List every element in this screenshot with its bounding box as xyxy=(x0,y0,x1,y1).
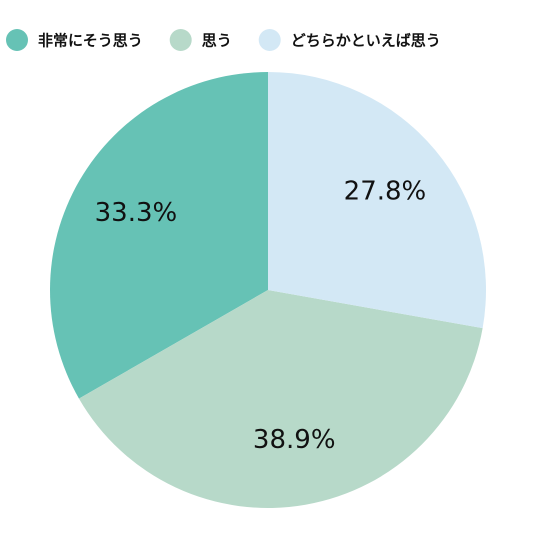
legend-marker xyxy=(6,29,28,51)
pie-slice xyxy=(78,290,483,508)
legend-label: 非常にそう思う xyxy=(38,32,143,50)
data-label: 27.8% xyxy=(344,176,427,206)
pie-slice xyxy=(268,72,486,329)
legend-label: 思う xyxy=(202,32,232,50)
legend-marker xyxy=(169,29,192,51)
legend-label: どちらかといえば思う xyxy=(291,32,441,50)
data-label: 38.9% xyxy=(253,425,336,455)
pie-slice xyxy=(50,72,268,399)
legend-marker xyxy=(258,29,281,51)
data-label: 33.3% xyxy=(95,198,178,228)
